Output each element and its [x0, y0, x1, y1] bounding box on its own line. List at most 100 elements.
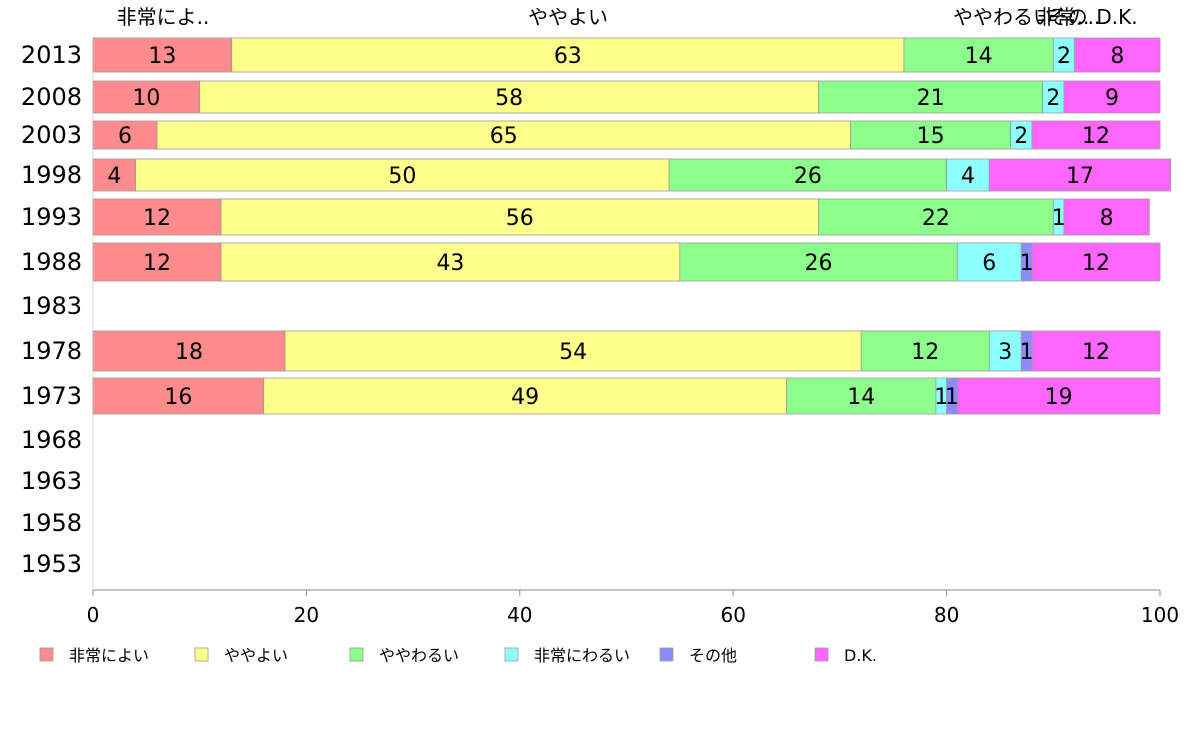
bar-segment-1998-2	[668, 158, 948, 192]
category-label-1988: 1988	[21, 248, 82, 276]
data-label-1998-0: 4	[107, 164, 121, 189]
x-tick-label-0: 0	[87, 603, 100, 627]
category-label-1963: 1963	[21, 467, 82, 495]
bar-segment-1998-1	[135, 158, 670, 192]
category-label-2008: 2008	[21, 83, 82, 111]
legend-label-2: ややわるい	[379, 646, 459, 665]
data-label-1978-0: 18	[175, 340, 203, 365]
legend-swatch-5	[814, 647, 829, 662]
bar-segment-2003-1	[156, 120, 851, 150]
data-label-1993-5: 8	[1100, 206, 1114, 231]
bar-segment-1993-2	[818, 198, 1054, 236]
category-label-2003: 2003	[21, 121, 82, 149]
legend-label-4: その他	[689, 646, 737, 665]
data-label-1998-1: 50	[388, 164, 416, 189]
data-label-2008-3: 2	[1046, 86, 1060, 111]
bar-segment-2003-5	[1031, 120, 1161, 150]
bar-segment-1978-0	[92, 330, 286, 372]
category-label-1978: 1978	[21, 337, 82, 365]
x-tick-label-60: 60	[720, 603, 745, 627]
bar-segment-1993-5	[1063, 198, 1150, 236]
legend-swatch-4	[659, 647, 674, 662]
bar-segment-2008-2	[818, 80, 1044, 114]
data-label-2003-3: 2	[1014, 124, 1028, 149]
data-label-1988-3: 6	[982, 251, 996, 276]
data-label-1988-5: 12	[1082, 251, 1110, 276]
data-label-1998-5: 17	[1066, 164, 1094, 189]
data-label-1973-5: 19	[1045, 385, 1073, 410]
data-label-2013-1: 63	[554, 44, 582, 69]
data-label-1973-3: 1	[934, 385, 948, 410]
bar-segment-1993-1	[220, 198, 819, 236]
bar-segment-1973-1	[263, 377, 787, 415]
legend-label-1: ややよい	[224, 646, 288, 665]
data-label-2008-5: 9	[1105, 86, 1119, 111]
legend-label-3: 非常にわるい	[534, 646, 630, 665]
data-label-1988-0: 12	[143, 251, 171, 276]
top-series-label-4: その..	[1048, 5, 1101, 29]
data-label-1993-2: 22	[922, 206, 950, 231]
data-label-2013-3: 2	[1057, 44, 1071, 69]
data-label-2003-0: 6	[118, 124, 132, 149]
bar-segment-1973-5	[956, 377, 1161, 415]
data-label-1973-1: 49	[511, 385, 539, 410]
data-label-1988-4: 1	[1020, 251, 1034, 276]
bar-segment-2008-1	[199, 80, 819, 114]
data-label-2008-1: 58	[495, 86, 523, 111]
data-label-1998-2: 26	[794, 164, 822, 189]
data-label-1988-2: 26	[805, 251, 833, 276]
top-series-label-5: D.K.	[1096, 5, 1137, 29]
data-label-2013-2: 14	[965, 44, 993, 69]
data-label-2003-1: 65	[490, 124, 518, 149]
bar-segment-2013-0	[92, 37, 233, 73]
data-label-1973-2: 14	[847, 385, 875, 410]
data-label-1978-5: 12	[1082, 340, 1110, 365]
legend-label-0: 非常によい	[69, 646, 149, 665]
category-label-1958: 1958	[21, 509, 82, 537]
legend-swatch-3	[504, 647, 519, 662]
data-label-1973-4: 1	[945, 385, 959, 410]
bar-segment-1998-5	[988, 158, 1172, 192]
x-tick-label-80: 80	[934, 603, 959, 627]
data-label-1993-3: 1	[1052, 206, 1066, 231]
bar-segment-1973-2	[786, 377, 937, 415]
bar-segment-2008-0	[92, 80, 201, 114]
bar-segment-1988-1	[220, 242, 681, 282]
x-tick-label-20: 20	[294, 603, 319, 627]
category-label-1983: 1983	[21, 292, 82, 320]
data-label-2003-5: 12	[1082, 124, 1110, 149]
category-label-1993: 1993	[21, 203, 82, 231]
bar-segment-2008-5	[1063, 80, 1161, 114]
data-label-2013-0: 13	[148, 44, 176, 69]
data-label-2008-2: 21	[917, 86, 945, 111]
data-label-1993-1: 56	[506, 206, 534, 231]
bar-segment-2003-0	[92, 120, 158, 150]
bar-segment-1978-5	[1031, 330, 1161, 372]
legend-label-5: D.K.	[844, 646, 877, 665]
data-label-1978-2: 12	[911, 340, 939, 365]
category-label-1968: 1968	[21, 426, 82, 454]
top-series-label-0: 非常によ..	[117, 5, 210, 29]
bar-segment-2013-5	[1074, 37, 1161, 73]
bar-segment-1988-2	[679, 242, 958, 282]
data-label-2013-5: 8	[1110, 44, 1124, 69]
data-label-1998-3: 4	[961, 164, 975, 189]
x-tick-label-40: 40	[507, 603, 532, 627]
x-tick-label-100: 100	[1141, 603, 1179, 627]
bar-segment-2003-2	[850, 120, 1012, 150]
top-series-label-2: ややわるい	[953, 5, 1053, 29]
data-label-1978-3: 3	[998, 340, 1012, 365]
data-label-1978-4: 1	[1020, 340, 1034, 365]
top-series-label-3: 非常..	[1037, 5, 1090, 29]
top-series-label-1: ややよい	[528, 5, 608, 29]
bar-segment-1978-1	[284, 330, 862, 372]
bar-segment-1988-3	[956, 242, 1022, 282]
data-label-1988-1: 43	[436, 251, 464, 276]
data-label-1973-0: 16	[164, 385, 192, 410]
data-label-1993-0: 12	[143, 206, 171, 231]
legend-swatch-0	[39, 647, 54, 662]
data-label-2003-2: 15	[917, 124, 945, 149]
bar-segment-1978-3	[988, 330, 1022, 372]
